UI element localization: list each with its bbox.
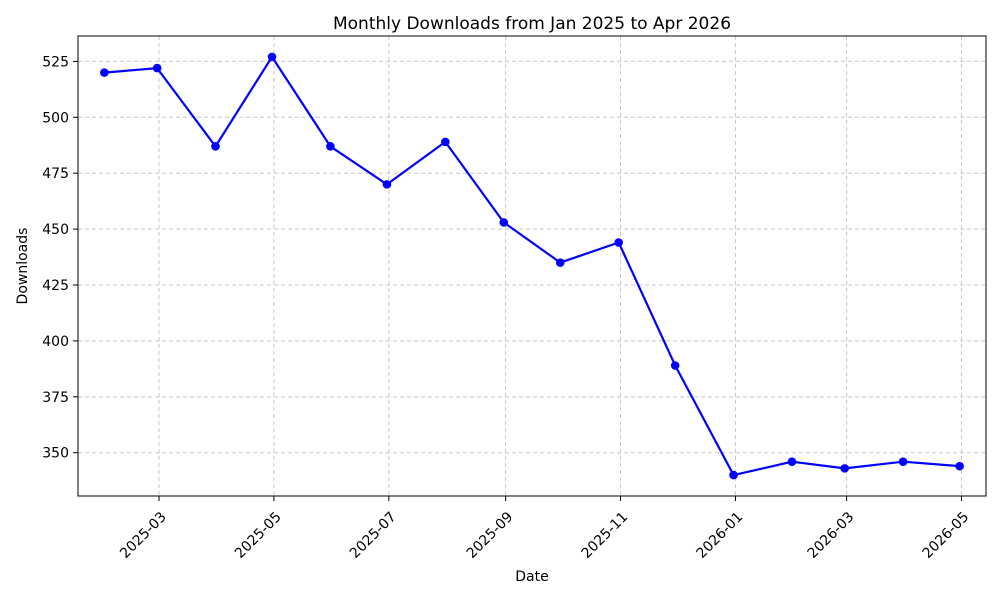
series-line-group (100, 52, 964, 480)
x-tick-label: 2026-03 (805, 509, 858, 562)
y-tick-label: 475 (42, 166, 69, 182)
y-tick-label: 425 (42, 278, 69, 294)
data-point (898, 457, 908, 466)
x-tick-label: 2025-03 (117, 509, 170, 562)
y-tick-label: 400 (42, 334, 69, 350)
data-point (499, 218, 509, 227)
chart-title: Monthly Downloads from Jan 2025 to Apr 2… (333, 14, 731, 34)
y-tick-label: 450 (42, 222, 69, 238)
y-tick-label: 350 (42, 446, 69, 462)
data-point (382, 180, 392, 189)
data-point (152, 63, 162, 73)
data-point (267, 52, 277, 62)
x-tick-label: 2026-01 (694, 509, 747, 562)
x-tick-label: 2026-05 (920, 509, 973, 562)
y-tick-label: 500 (42, 110, 69, 126)
x-axis-label: Date (515, 569, 548, 585)
data-point (555, 258, 565, 267)
axis-ticks: 350 375 400 425 450 475 500 525 2025-03 2025-05 20… (42, 54, 972, 561)
data-point (326, 142, 335, 151)
data-point (100, 68, 109, 77)
data-point (955, 461, 964, 471)
y-tick-label: 375 (42, 390, 69, 406)
x-tick-label: 2025-05 (232, 509, 285, 562)
series-line (104, 55, 960, 477)
data-point (441, 137, 450, 147)
data-point (840, 464, 850, 473)
plot-frame (77, 35, 987, 497)
y-axis-label: Downloads (15, 228, 31, 305)
y-tick-label: 525 (42, 54, 69, 70)
data-point (670, 361, 680, 370)
data-point (614, 238, 623, 247)
x-tick-label: 2025-11 (579, 509, 632, 562)
grid-lines (78, 36, 986, 496)
data-point (787, 457, 797, 466)
x-tick-label: 2025-09 (464, 509, 517, 562)
data-point (729, 470, 738, 480)
data-point (211, 142, 220, 151)
x-tick-label: 2025-07 (347, 509, 400, 562)
